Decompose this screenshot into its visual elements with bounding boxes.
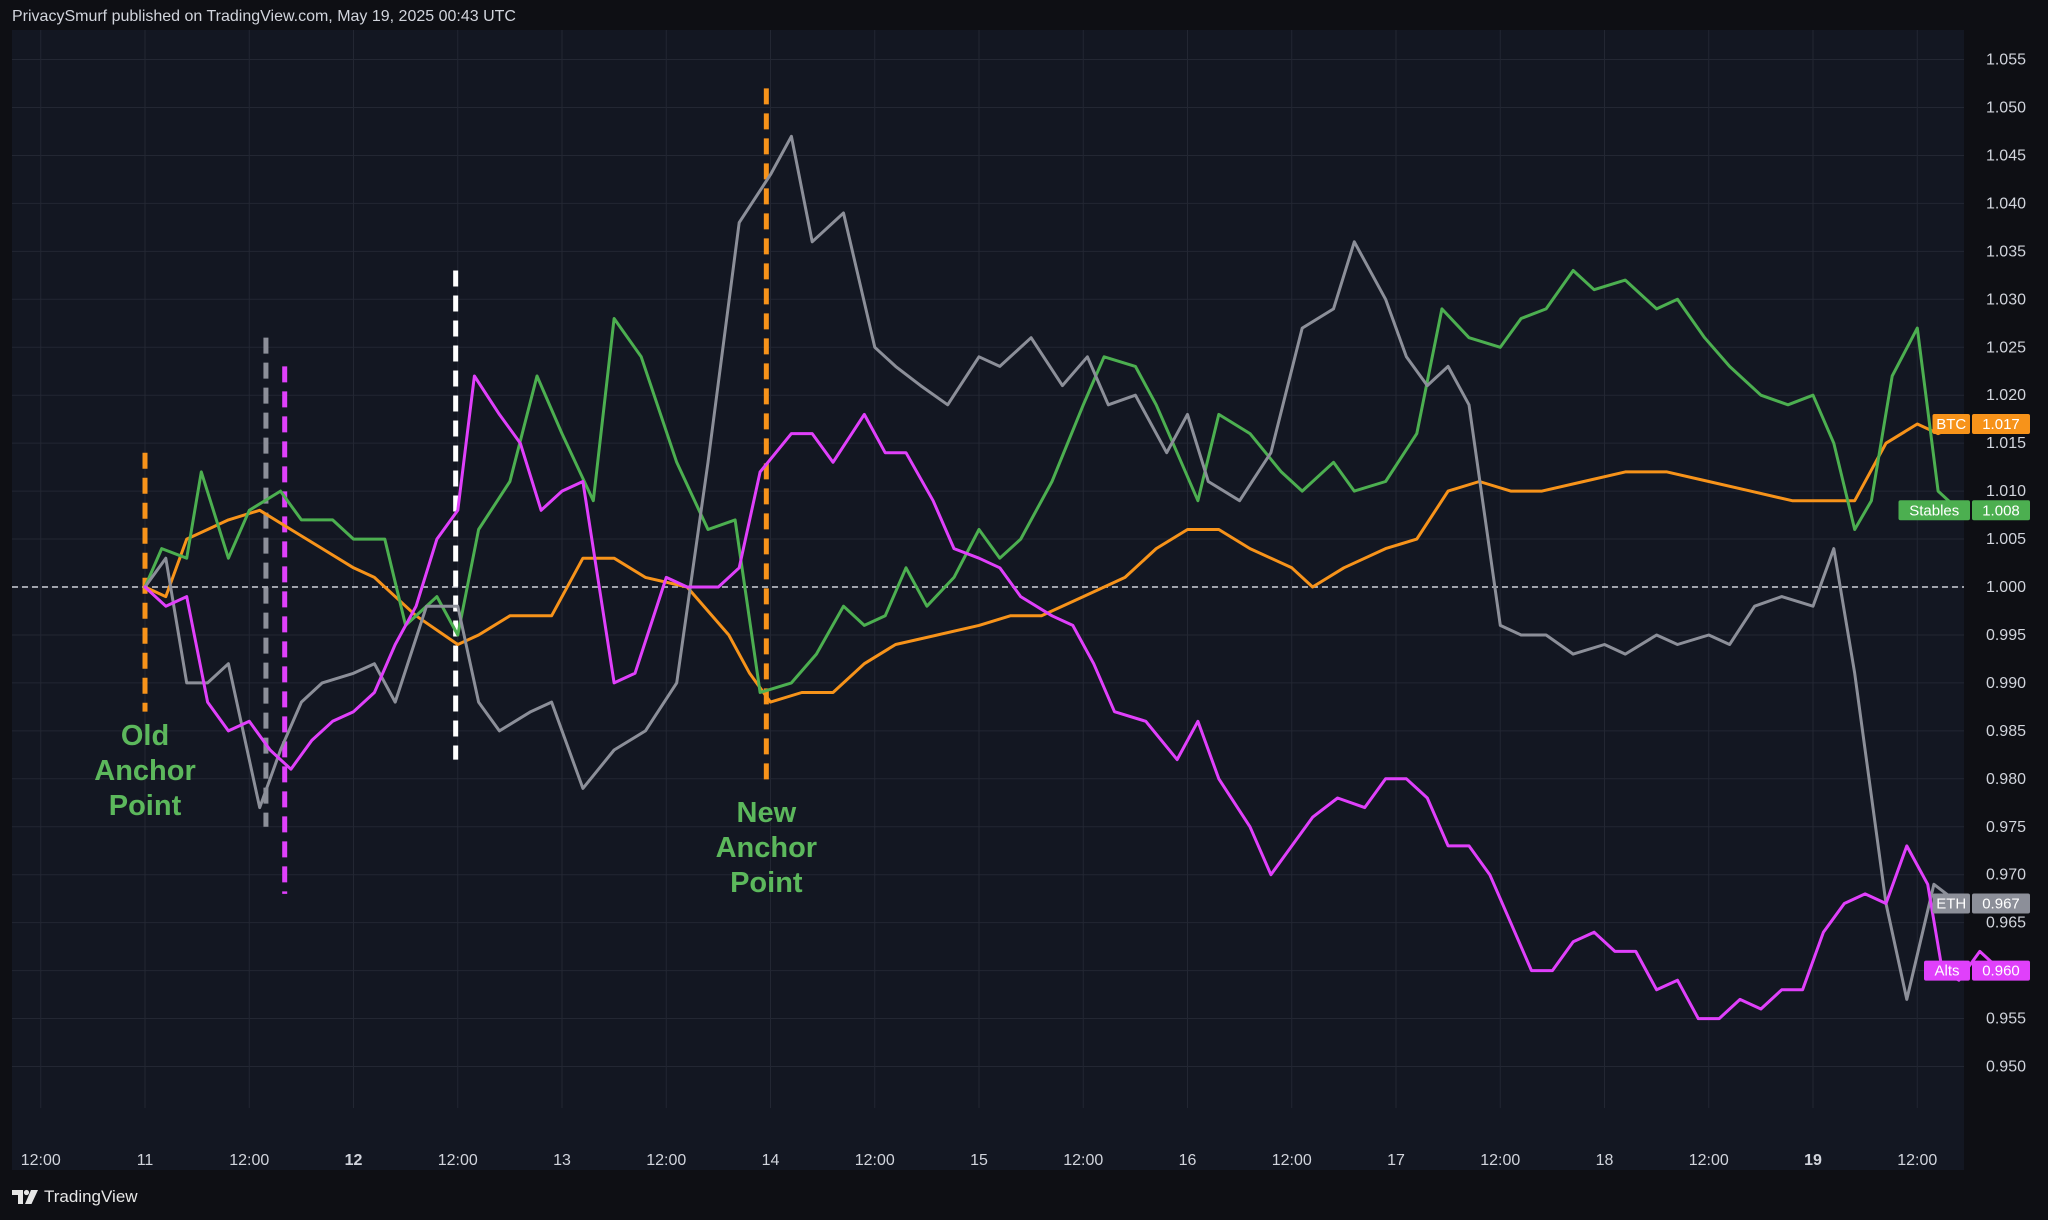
last-value-tag-label-stables: 1.008: [1982, 502, 2020, 519]
x-axis[interactable]: 12:00 11 12:00 12 12:00 13 12:00 14 12:00 15 12:00…: [21, 1152, 1938, 1169]
x-tick-label-11: 16: [1179, 1152, 1197, 1169]
annotation-1-line-2: Point: [730, 867, 803, 899]
y-tick-label-17: 0.970: [1986, 867, 2026, 884]
y-tick-label-8: 1.015: [1986, 435, 2026, 452]
last-value-tag-btc: [1972, 413, 2030, 434]
series-name-tag-eth: [1932, 893, 1970, 914]
series-name-tag-stables: [1898, 500, 1970, 521]
last-value-tag-label-btc: 1.017: [1982, 416, 2020, 433]
y-tick-label-13: 0.990: [1986, 675, 2026, 692]
x-tick-label-18: 12:00: [1897, 1152, 1937, 1169]
last-value-tags: BTC 1.017 Stables 1.008 ETH 0.967 Alts 0.960: [1898, 413, 2030, 981]
x-tick-label-3: 12: [345, 1152, 363, 1169]
x-tick-label-16: 12:00: [1689, 1152, 1729, 1169]
y-tick-label-21: 0.950: [1986, 1059, 2026, 1076]
x-tick-label-1: 11: [137, 1152, 154, 1169]
series-name-tag-label-eth: ETH: [1936, 895, 1966, 912]
publisher-header: PrivacySmurf published on TradingView.co…: [12, 8, 516, 25]
x-tick-label-8: 12:00: [855, 1152, 895, 1169]
y-tick-label-3: 1.040: [1986, 195, 2026, 212]
series-name-tag-label-btc: BTC: [1936, 416, 1966, 433]
x-tick-label-2: 12:00: [229, 1152, 269, 1169]
series-lines[interactable]: [143, 134, 2003, 1021]
last-value-tag-stables: [1972, 500, 2030, 521]
x-tick-label-10: 12:00: [1063, 1152, 1103, 1169]
x-tick-label-0: 12:00: [21, 1152, 61, 1169]
x-tick-label-14: 12:00: [1480, 1152, 1520, 1169]
footer-brand: TradingView: [44, 1187, 138, 1206]
y-tick-label-20: 0.955: [1986, 1011, 2026, 1028]
annotation-1-line-0: New: [737, 797, 797, 829]
x-tick-label-17: 19: [1804, 1152, 1822, 1169]
y-tick-label-2: 1.045: [1986, 147, 2026, 164]
annotation-1-line-1: Anchor: [716, 832, 818, 864]
series-line-eth[interactable]: [143, 134, 1961, 1001]
x-tick-label-13: 17: [1387, 1152, 1405, 1169]
y-tick-label-16: 0.975: [1986, 819, 2026, 836]
series-line-btc[interactable]: [143, 422, 1961, 704]
annotation-0-line-0: Old: [121, 720, 169, 752]
series-name-tag-label-stables: Stables: [1909, 502, 1959, 519]
x-tick-label-5: 13: [553, 1152, 571, 1169]
last-value-tag-label-alts: 0.960: [1982, 963, 2020, 980]
y-tick-label-15: 0.980: [1986, 771, 2026, 788]
y-tick-label-14: 0.985: [1986, 723, 2026, 740]
x-tick-label-4: 12:00: [438, 1152, 478, 1169]
x-tick-label-9: 15: [970, 1152, 988, 1169]
series-line-stables[interactable]: [143, 269, 1961, 694]
y-tick-label-0: 1.055: [1986, 52, 2026, 69]
last-value-tag-eth: [1972, 893, 2030, 914]
y-tick-label-6: 1.025: [1986, 339, 2026, 356]
last-value-tag-label-eth: 0.967: [1982, 895, 2020, 912]
footer: TradingView: [12, 1187, 138, 1207]
x-tick-label-12: 12:00: [1272, 1152, 1312, 1169]
y-tick-label-9: 1.010: [1986, 483, 2026, 500]
y-tick-label-7: 1.020: [1986, 387, 2026, 404]
y-tick-label-1: 1.050: [1986, 100, 2026, 117]
series-name-tag-label-alts: Alts: [1934, 963, 1959, 980]
x-tick-label-15: 18: [1596, 1152, 1614, 1169]
plot-area: [12, 30, 1964, 1170]
y-tick-label-11: 1.000: [1986, 579, 2026, 596]
series-name-tag-alts: [1924, 960, 1970, 981]
anchor-markers: [142, 88, 769, 894]
y-tick-label-10: 1.005: [1986, 531, 2026, 548]
y-tick-label-18: 0.965: [1986, 915, 2026, 932]
y-axis[interactable]: 1.055 1.050 1.045 1.040 1.035 1.030 1.025 1.020…: [1986, 52, 2026, 1076]
series-line-alts[interactable]: [143, 374, 2003, 1021]
series-name-tag-btc: [1932, 413, 1970, 434]
tradingview-logo-icon: [12, 1189, 38, 1204]
y-tick-label-12: 0.995: [1986, 627, 2026, 644]
y-tick-label-4: 1.035: [1986, 243, 2026, 260]
last-value-tag-alts: [1972, 960, 2030, 981]
x-tick-label-6: 12:00: [646, 1152, 686, 1169]
grid: [12, 30, 1964, 1108]
x-tick-label-7: 14: [762, 1152, 780, 1169]
annotation-0-line-1: Anchor: [94, 755, 196, 787]
y-tick-label-5: 1.030: [1986, 291, 2026, 308]
annotation-0-line-2: Point: [109, 790, 182, 822]
